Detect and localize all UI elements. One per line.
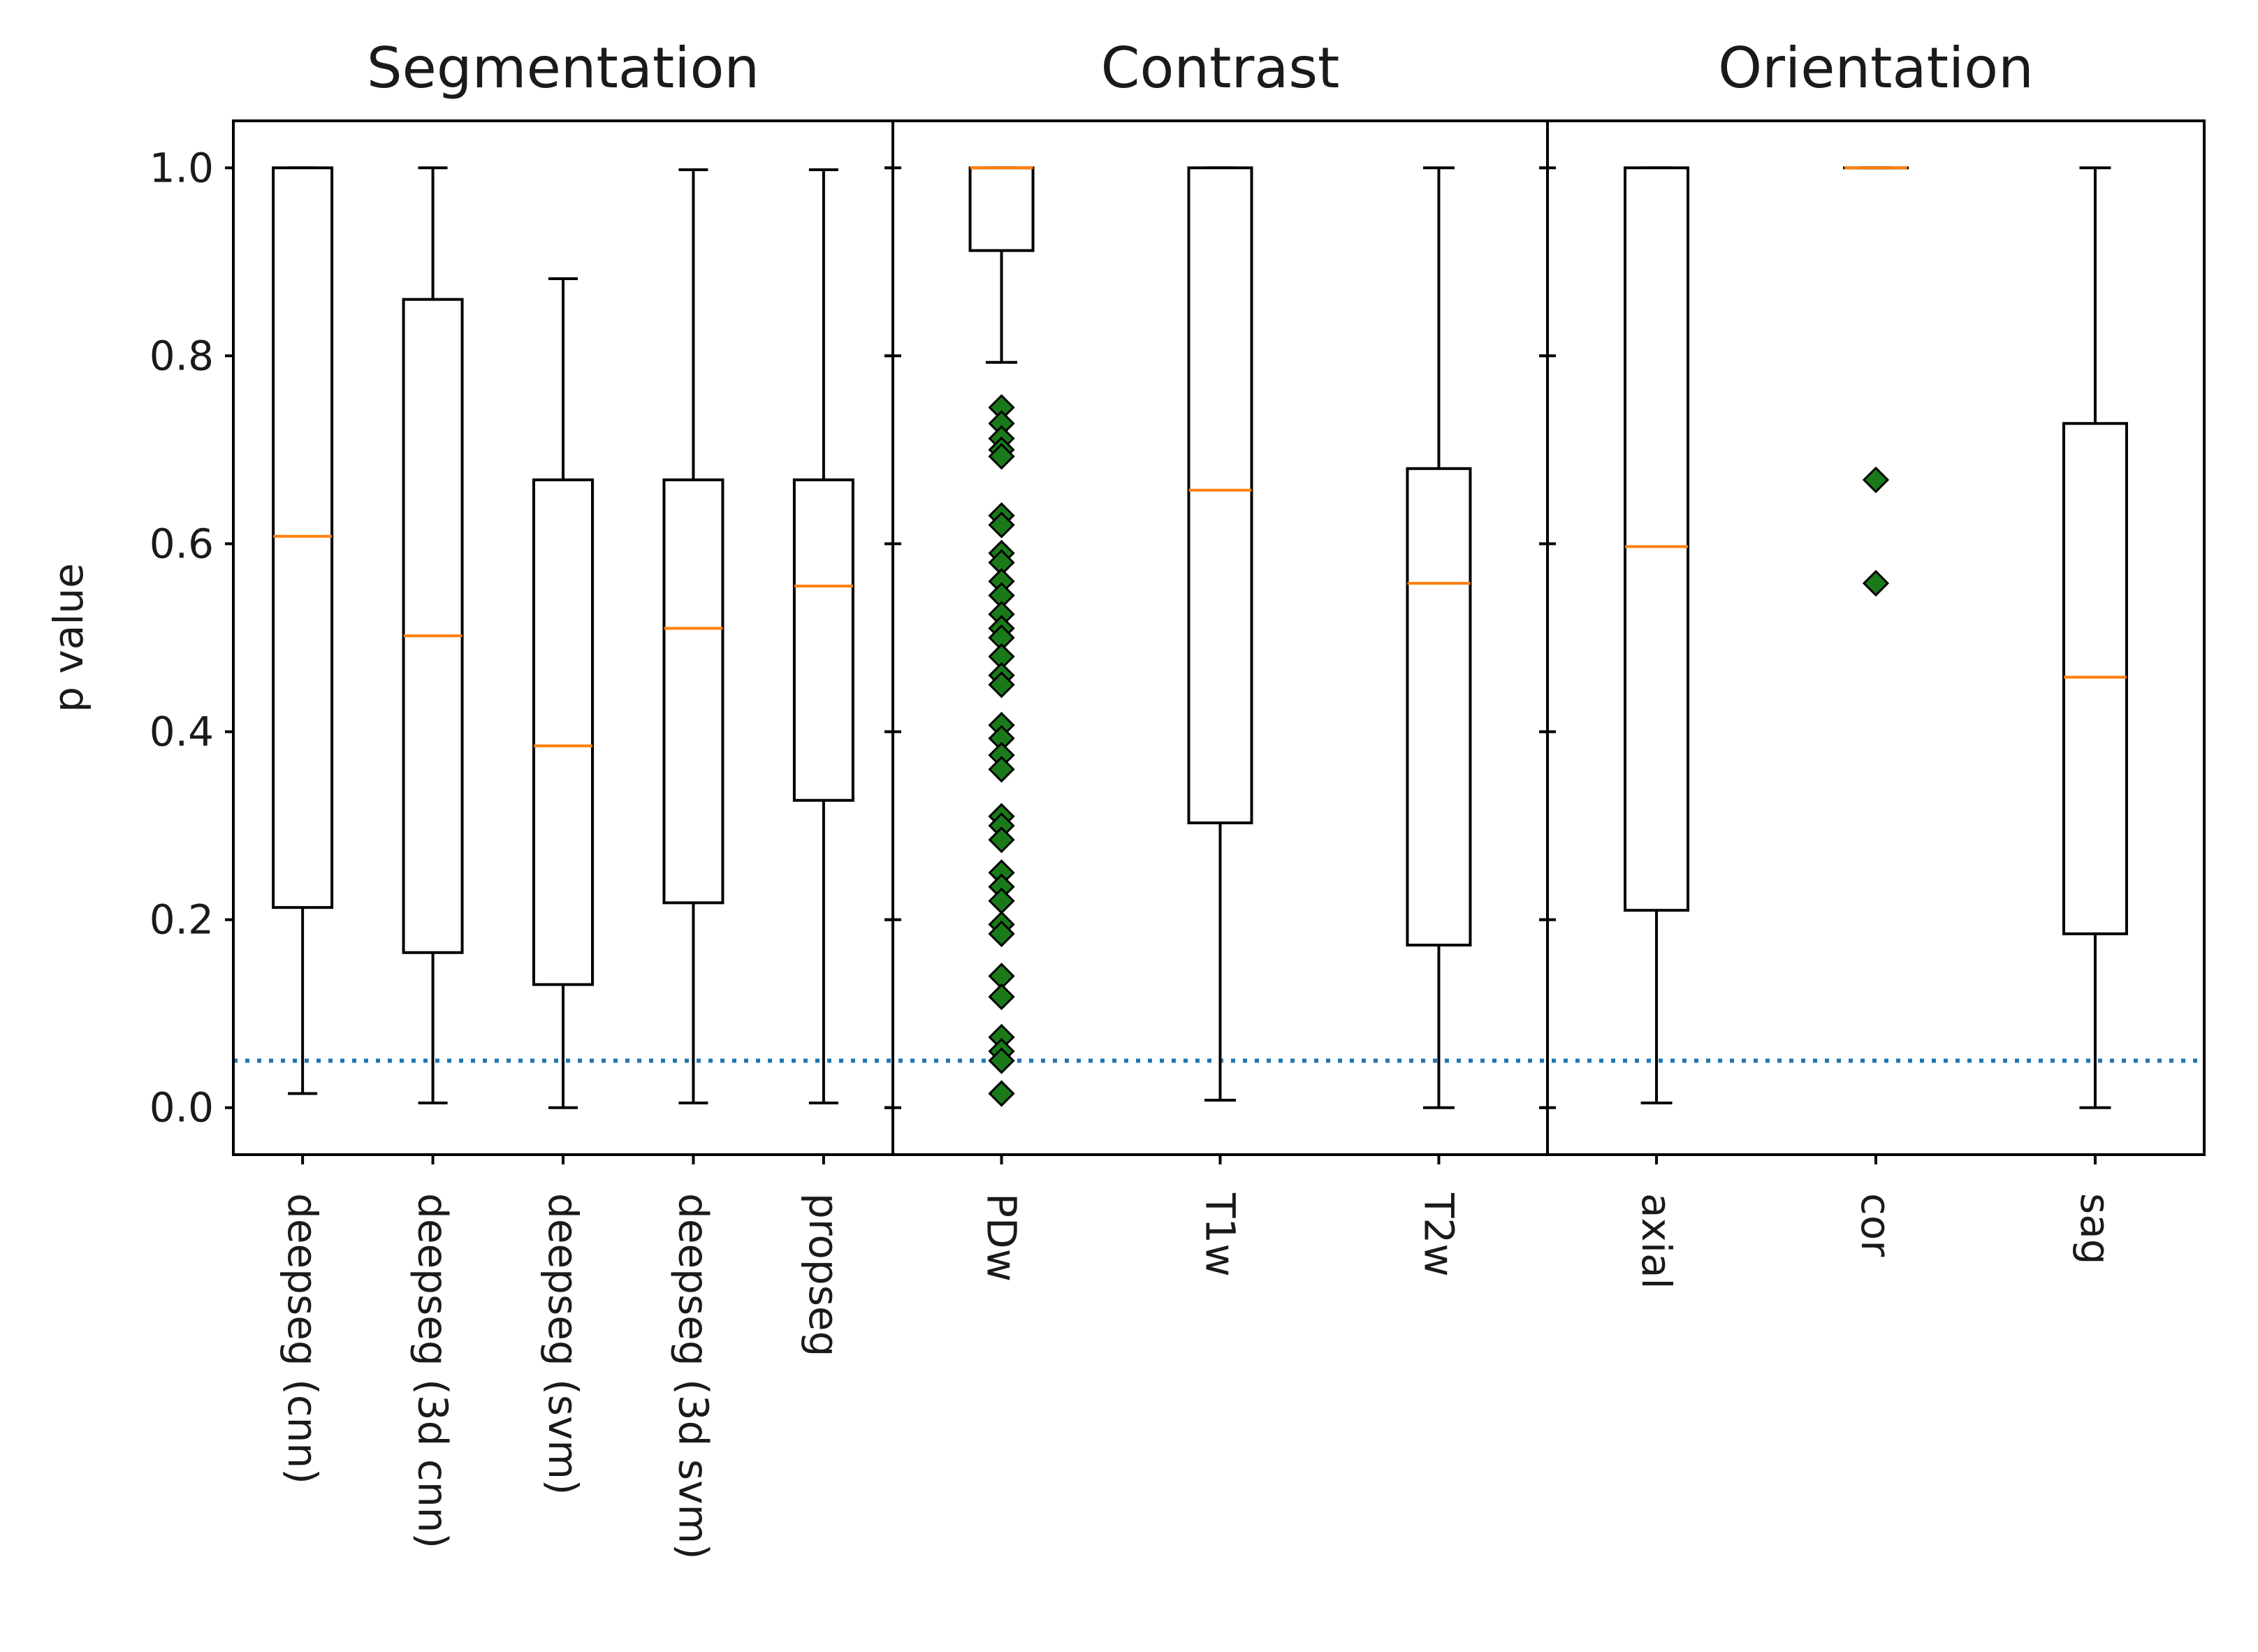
x-tick-label: T1w [1197, 1192, 1244, 1277]
x-tick-label: cor [1852, 1193, 1900, 1257]
box-axial [1624, 166, 1690, 912]
box-propseg [792, 478, 854, 802]
box-deepseg-3d-cnn [402, 298, 464, 954]
panel-title-contrast: Contrast [1101, 36, 1340, 101]
x-tick-label: T2w [1415, 1192, 1462, 1277]
outlier-point-cor [1862, 569, 1890, 597]
x-tick-label: PDw [978, 1193, 1026, 1282]
y-tick-label: 0.6 [150, 520, 214, 567]
box-t1w [1187, 166, 1253, 825]
box-deepseg-svm [532, 478, 594, 986]
x-tick-label: deepseg (cnn) [279, 1193, 326, 1484]
outlier-point-pdw [988, 756, 1015, 783]
y-tick-label: 0.4 [150, 708, 214, 756]
outlier-point-cor [1862, 466, 1890, 494]
box-deepseg-cnn [272, 166, 334, 909]
outlier-point-pdw [988, 1047, 1015, 1074]
x-tick-label: propseg [800, 1193, 847, 1357]
outlier-point-pdw [988, 920, 1015, 947]
y-tick-label: 0.8 [150, 332, 214, 379]
outlier-point-pdw [988, 671, 1015, 699]
outlier-point-pdw [988, 511, 1015, 539]
outlier-point-pdw [988, 887, 1015, 914]
y-axis-label: p value [45, 563, 92, 712]
y-tick-label: 1.0 [150, 144, 214, 191]
panel-title-orientation: Orientation [1718, 36, 2034, 101]
x-tick-label: deepseg (3d svm) [669, 1193, 717, 1560]
x-tick-label: deepseg (3d cnn) [409, 1193, 457, 1549]
box-t2w [1406, 467, 1472, 946]
y-tick-label: 0.2 [150, 896, 214, 944]
outlier-point-pdw [988, 1080, 1015, 1107]
x-tick-label: axial [1633, 1193, 1680, 1289]
box-pdw [968, 166, 1035, 252]
panel-title-segmentation: Segmentation [367, 36, 759, 101]
box-deepseg-3d-svm [662, 478, 724, 905]
outlier-point-pdw [988, 443, 1015, 470]
x-tick-label: deepseg (svm) [539, 1193, 587, 1495]
box-sag [2062, 422, 2128, 935]
outlier-point-pdw [988, 826, 1015, 854]
x-tick-label: sag [2071, 1193, 2119, 1265]
y-tick-label: 0.0 [150, 1084, 214, 1132]
outlier-point-pdw [988, 983, 1015, 1011]
